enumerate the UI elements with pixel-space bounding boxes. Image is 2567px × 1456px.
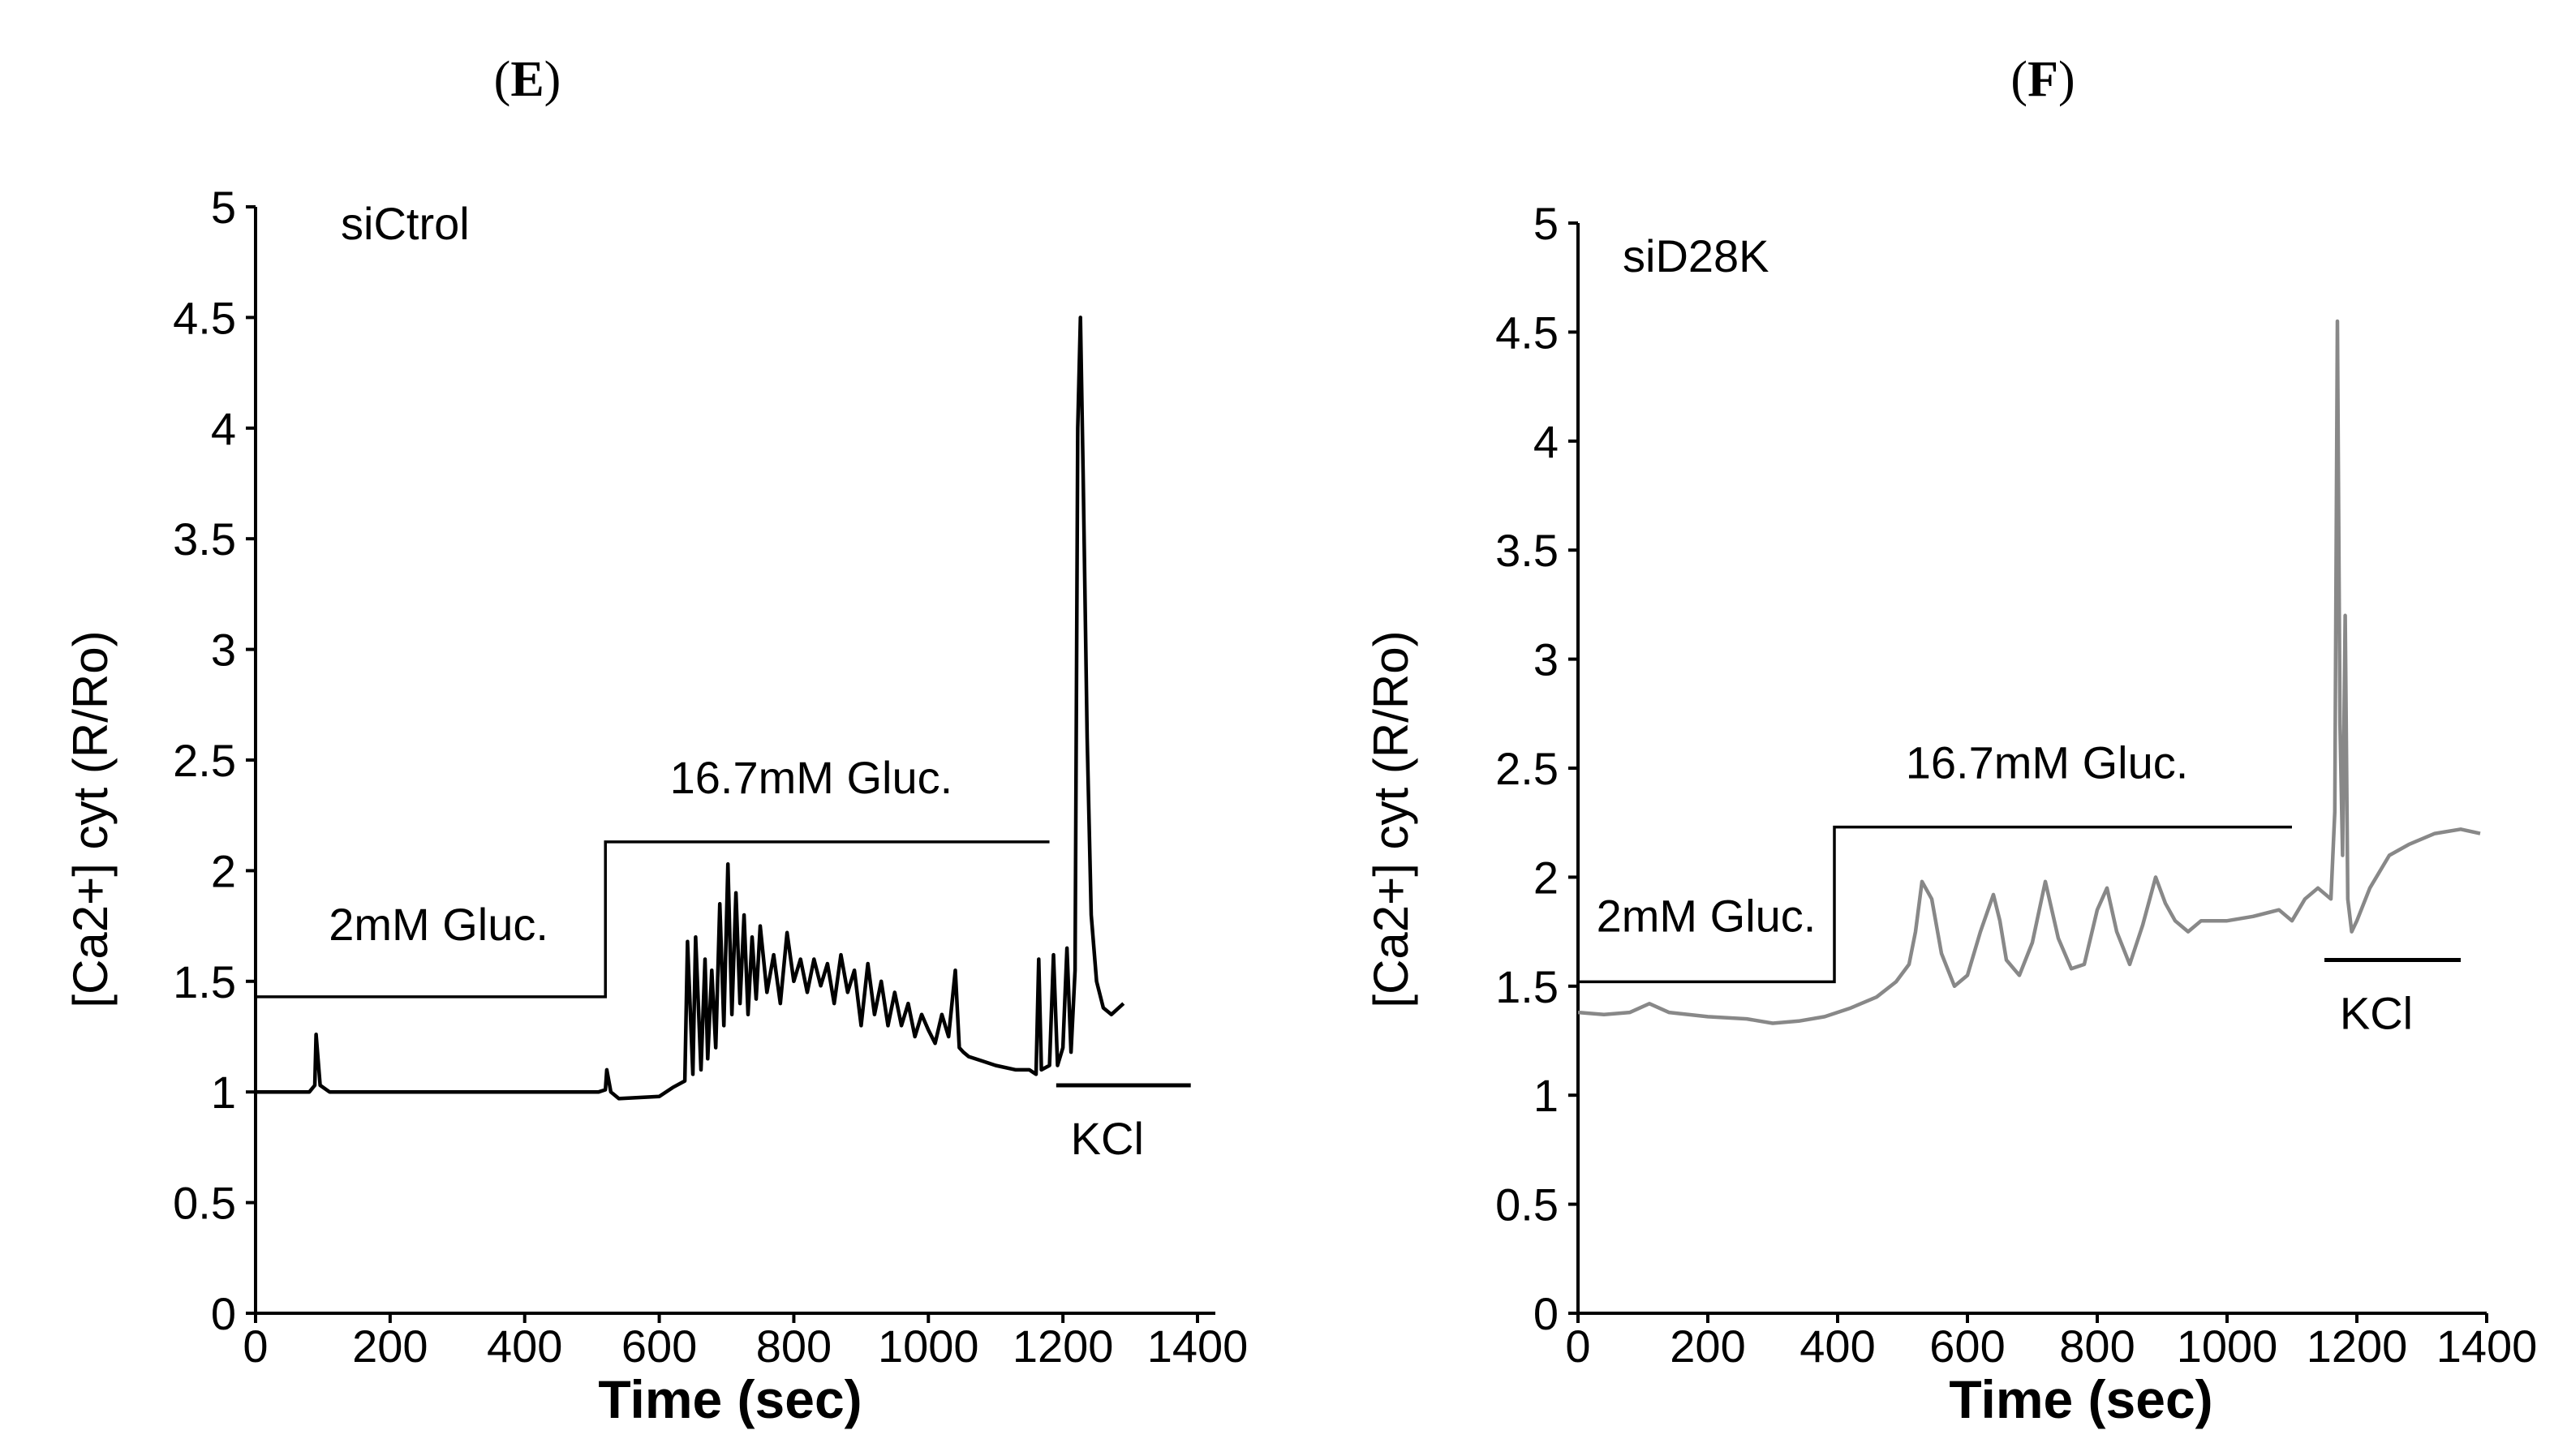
panel-f-y-tick-label: 0	[1533, 1288, 1559, 1339]
panel-e-y-tick-label: 4.5	[173, 292, 236, 343]
panel-f-y-tick-label: 3.5	[1495, 525, 1559, 576]
panel-e-annotation-low-glucose: 2mM Gluc.	[329, 899, 548, 950]
panel-e-annotations: 2mM Gluc. 16.7mM Gluc. KCl	[256, 752, 1191, 1164]
panel-f-y-tick-label: 4.5	[1495, 307, 1559, 358]
panel-e-title: siCtrol	[341, 198, 470, 249]
panel-e-series	[256, 316, 1125, 1101]
panel-f-y-tick-label: 1.5	[1495, 961, 1559, 1012]
panel-e: (E) siCtrol [Ca2+] cyt (R/Ro) Time (sec)…	[63, 52, 1248, 1429]
panel-e-y-axis-title: [Ca2+] cyt (R/Ro)	[63, 630, 118, 1007]
panel-e-x-tick-label: 200	[352, 1321, 428, 1372]
panel-f-x-axis-title: Time (sec)	[1949, 1369, 2212, 1429]
panel-f-title: siD28K	[1623, 230, 1769, 281]
panel-f-y-tick-label: 3	[1533, 634, 1559, 685]
panel-f-y-ticks: 0 0.5 1 1.5 2 2.5 3 3.5 4 4.5 5	[1495, 198, 1578, 1339]
panel-e-y-tick-label: 3.5	[173, 513, 236, 565]
panel-f-x-tick-label: 1400	[2436, 1321, 2538, 1372]
panel-f-y-axis-title: [Ca2+] cyt (R/Ro)	[1364, 630, 1418, 1007]
panel-e-y-tick-label: 5	[211, 182, 236, 233]
panel-e-trace-line	[256, 316, 1125, 1101]
panel-e-y-tick-label: 3	[211, 625, 236, 676]
panel-e-x-tick-label: 0	[243, 1321, 268, 1372]
panel-e-annotation-high-glucose: 16.7mM Gluc.	[670, 752, 953, 803]
panel-f-annotation-high-glucose: 16.7mM Gluc.	[1906, 737, 2189, 788]
panel-f-x-ticks: 0 200 400 600 800 1000 1200 1400	[1565, 1313, 2537, 1372]
panel-f: (F) siD28K [Ca2+] cyt (R/Ro) Time (sec) …	[1364, 52, 2537, 1429]
panel-e-y-tick-label: 1	[211, 1067, 236, 1118]
panel-e-y-tick-label: 2	[211, 845, 236, 896]
panel-f-x-tick-label: 1000	[2177, 1321, 2278, 1372]
panel-f-trace-line	[1577, 319, 2481, 1025]
panel-e-y-tick-label: 0.5	[173, 1178, 236, 1229]
panel-f-y-tick-label: 5	[1533, 198, 1559, 249]
panel-e-x-ticks: 0 200 400 600 800 1000 1200 1400	[243, 1313, 1248, 1372]
panel-e-x-tick-label: 1400	[1147, 1321, 1249, 1372]
panel-f-y-tick-label: 1	[1533, 1070, 1559, 1121]
panel-e-y-ticks: 0 0.5 1 1.5 2 2.5 3 3.5 4 4.5 5	[173, 182, 256, 1339]
panel-f-y-tick-label: 2.5	[1495, 743, 1559, 794]
panel-f-annotations: 2mM Gluc. 16.7mM Gluc. KCl	[1578, 737, 2461, 1039]
panel-f-x-tick-label: 600	[1929, 1321, 2005, 1372]
panel-e-letter: (E)	[494, 52, 561, 107]
panel-f-annotation-low-glucose: 2mM Gluc.	[1597, 890, 1817, 941]
panel-e-x-tick-label: 400	[487, 1321, 562, 1372]
panel-e-annotation-kcl: KCl	[1071, 1113, 1144, 1164]
panel-e-y-tick-label: 4	[211, 403, 236, 454]
panel-e-x-axis-title: Time (sec)	[598, 1369, 862, 1429]
panel-f-y-tick-label: 2	[1533, 852, 1559, 903]
panel-f-y-tick-label: 0.5	[1495, 1179, 1559, 1231]
panel-e-axes	[254, 207, 1215, 1315]
panel-f-series	[1577, 319, 2481, 1025]
panel-e-y-tick-label: 2.5	[173, 735, 236, 786]
panel-f-x-tick-label: 0	[1565, 1321, 1590, 1372]
panel-f-y-tick-label: 4	[1533, 416, 1559, 467]
panel-e-x-tick-label: 600	[621, 1321, 697, 1372]
panel-f-x-tick-label: 1200	[2307, 1321, 2408, 1372]
panel-e-x-tick-label: 1200	[1013, 1321, 1114, 1372]
panel-f-annotation-kcl: KCl	[2340, 988, 2413, 1039]
panel-f-x-tick-label: 800	[2059, 1321, 2135, 1372]
panel-f-letter: (F)	[2010, 52, 2075, 107]
panel-f-glucose-step-line	[1578, 825, 2292, 984]
panel-f-axes	[1576, 223, 2487, 1315]
panel-f-x-tick-label: 400	[1799, 1321, 1875, 1372]
panel-e-x-tick-label: 800	[756, 1321, 832, 1372]
panel-e-x-tick-label: 1000	[878, 1321, 979, 1372]
panel-e-y-tick-label: 0	[211, 1288, 236, 1339]
panel-e-glucose-step-line	[256, 840, 1050, 999]
panel-f-x-tick-label: 200	[1670, 1321, 1745, 1372]
panel-e-y-tick-label: 1.5	[173, 956, 236, 1007]
